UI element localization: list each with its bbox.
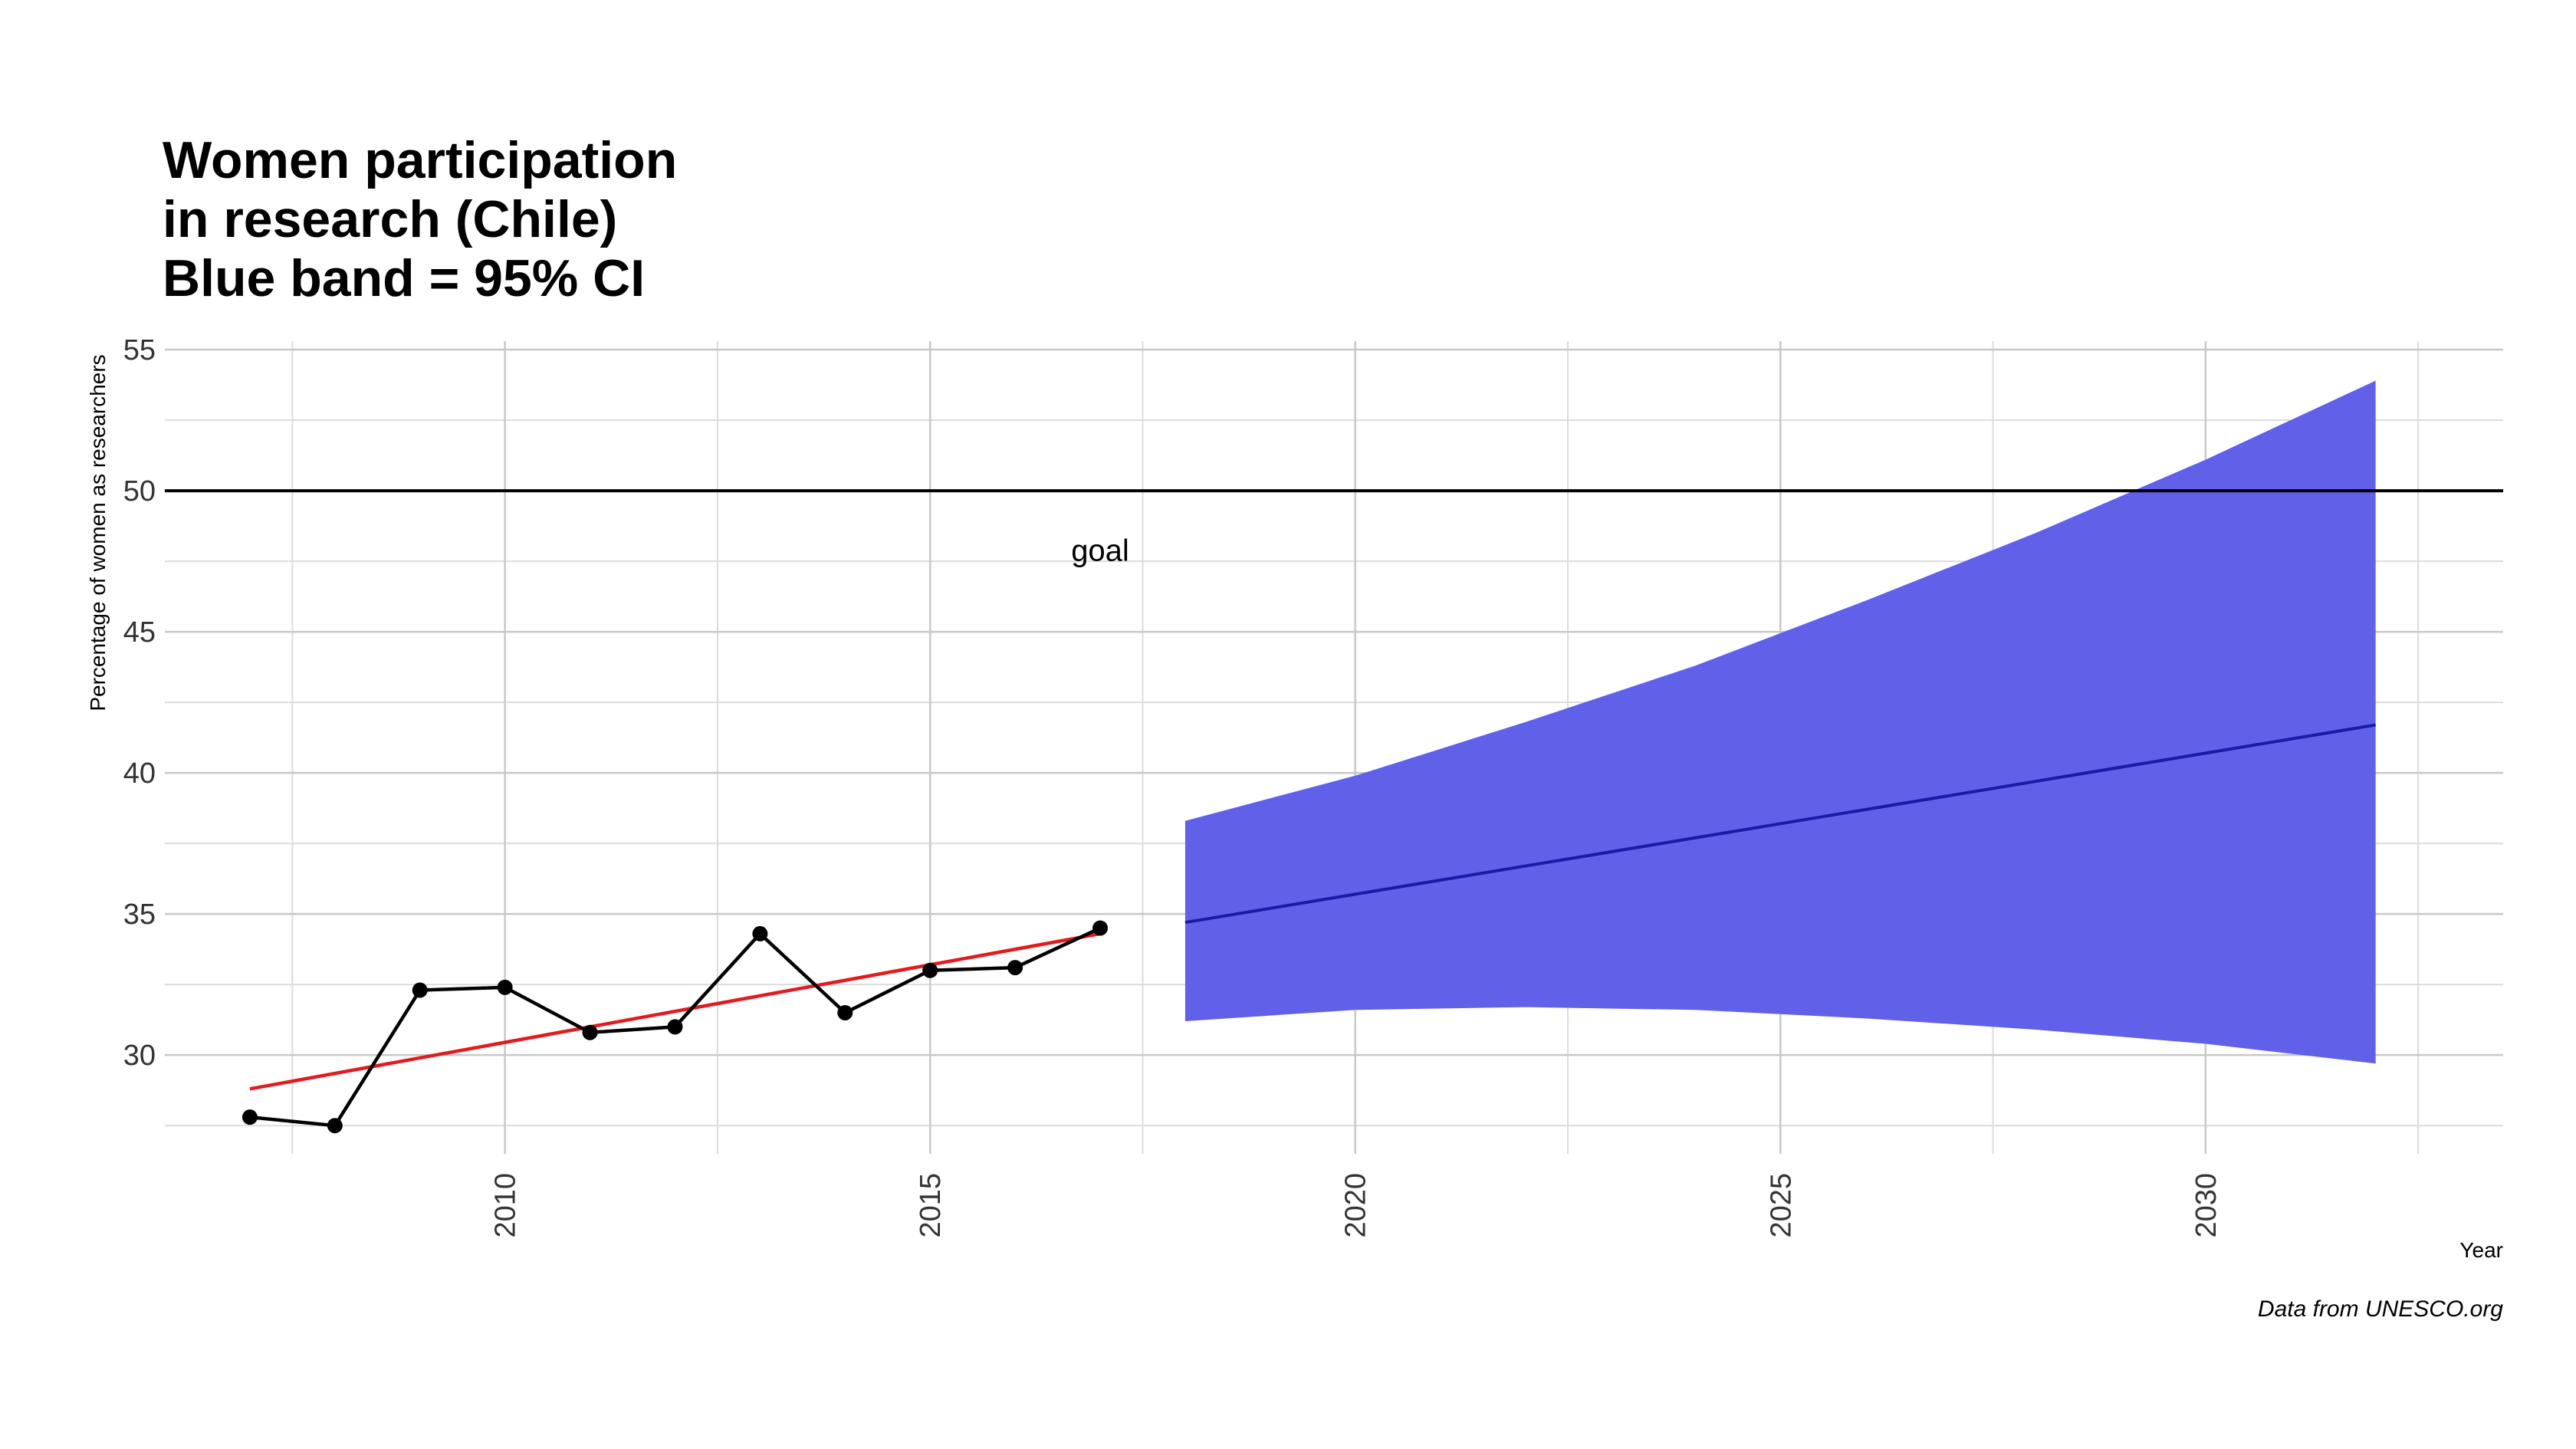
tick-labels: 30 35 40 45 50 55 2010 2015 2020 2025 2030 (123, 334, 2223, 1238)
data-point (837, 1004, 853, 1020)
caption: Data from UNESCO.org (2258, 1296, 2503, 1322)
forecast-mean-line (1184, 723, 2376, 925)
title-line: Women participation (163, 131, 677, 189)
x-axis-title: Year (2459, 1238, 2503, 1262)
data-point (327, 1118, 343, 1134)
y-tick-label: 55 (123, 334, 156, 366)
data-point (922, 962, 938, 978)
y-tick-label: 40 (123, 757, 156, 790)
y-tick-label: 45 (123, 616, 156, 649)
data-point (412, 982, 428, 998)
y-tick-label: 50 (123, 475, 156, 508)
data-point (497, 979, 513, 995)
trend-line (249, 932, 1101, 1091)
data-point (667, 1019, 683, 1035)
x-tick-label: 2015 (915, 1173, 947, 1238)
goal-label: goal (1071, 534, 1129, 567)
y-tick-label: 30 (123, 1040, 156, 1072)
data-point (752, 925, 768, 941)
x-tick-label: 2010 (490, 1173, 522, 1238)
data-point (1092, 920, 1108, 936)
y-axis-title: Percentage of women as researchers (86, 354, 110, 711)
data-point (242, 1109, 258, 1125)
x-tick-label: 2030 (2190, 1173, 2223, 1238)
data-point (1007, 960, 1024, 976)
data-point (582, 1024, 598, 1040)
x-tick-label: 2025 (1765, 1173, 1797, 1238)
title-line: Blue band = 95% CI (163, 249, 645, 307)
forecast-band (1184, 380, 2376, 1064)
title-line: in research (Chile) (163, 190, 617, 248)
x-tick-label: 2020 (1340, 1173, 1372, 1238)
forecast-band-group (1184, 380, 2376, 1064)
lines: goal (165, 489, 2503, 1134)
y-tick-label: 35 (123, 899, 156, 931)
